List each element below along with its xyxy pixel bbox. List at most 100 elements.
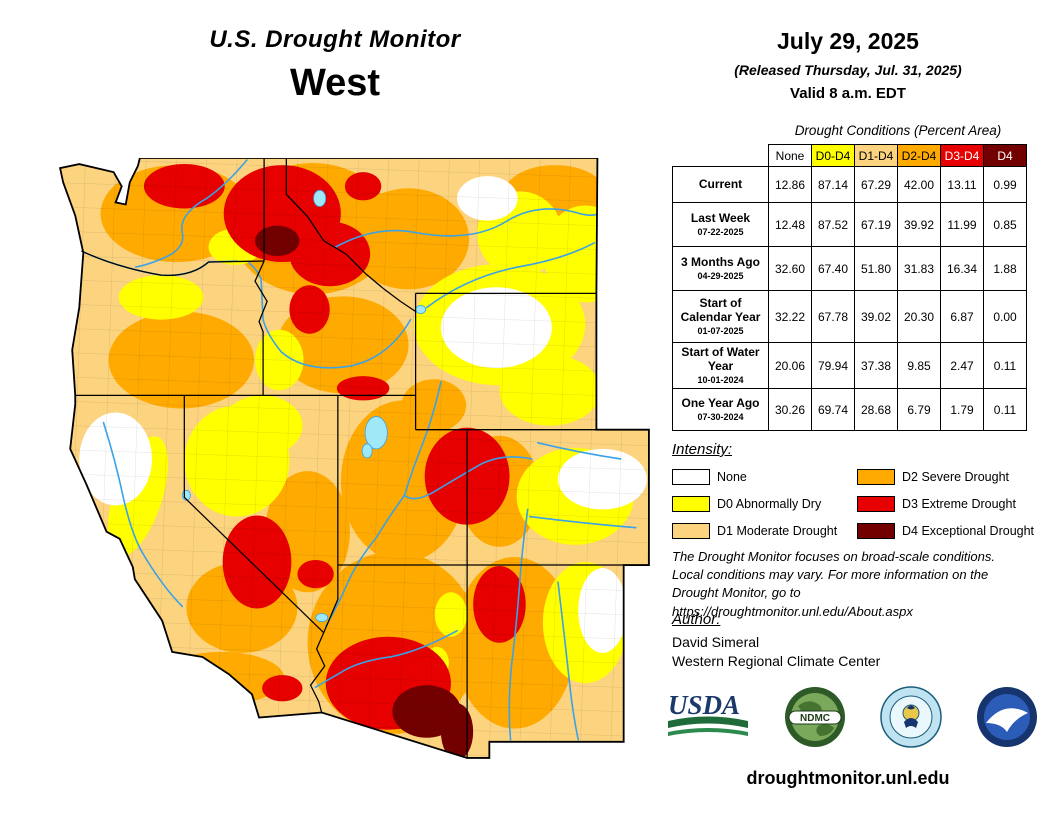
legend-item-d4: D4 Exceptional Drought xyxy=(857,517,1038,544)
table-row: Current 12.86 87.14 67.29 42.00 13.11 0.… xyxy=(672,166,1027,203)
value-cell: 87.52 xyxy=(811,202,855,247)
column-header-d2-d4: D2-D4 xyxy=(897,144,941,167)
legend-swatch-d3 xyxy=(857,495,895,512)
value-cell: 9.85 xyxy=(897,342,941,389)
value-cell: 69.74 xyxy=(811,388,855,431)
column-header-d0-d4: D0-D4 xyxy=(811,144,855,167)
value-cell: 13.11 xyxy=(940,166,984,203)
author-organization: Western Regional Climate Center xyxy=(672,653,881,669)
legend-label: D0 Abnormally Dry xyxy=(717,496,822,511)
usda-logo: USDA xyxy=(668,690,748,736)
disclaimer-text: The Drought Monitor focuses on broad-sca… xyxy=(672,549,996,619)
row-label: 3 Months Ago 04-29-2025 xyxy=(672,246,769,291)
region-title: West xyxy=(289,62,381,104)
table-row: 3 Months Ago 04-29-2025 32.60 67.40 51.80… xyxy=(672,246,1027,291)
column-header-d1-d4: D1-D4 xyxy=(854,144,898,167)
legend-label: D4 Exceptional Drought xyxy=(902,523,1035,538)
value-cell: 1.88 xyxy=(983,246,1027,291)
intensity-heading: Intensity: xyxy=(672,441,733,458)
author-heading: Author: xyxy=(672,611,721,628)
intensity-legend: None D0 Abnormally Dry D1 Moderate Droug… xyxy=(672,463,1038,544)
legend-swatch-d1 xyxy=(672,522,710,539)
value-cell: 1.79 xyxy=(940,388,984,431)
value-cell: 16.34 xyxy=(940,246,984,291)
value-cell: 30.26 xyxy=(768,388,812,431)
value-cell: 6.87 xyxy=(940,290,984,343)
table-header-row: None D0-D4 D1-D4 D2-D4 D3-D4 D4 xyxy=(673,144,1027,167)
drought-map-container xyxy=(55,157,653,764)
value-cell: 28.68 xyxy=(854,388,898,431)
value-cell: 11.99 xyxy=(940,202,984,247)
row-label: One Year Ago 07-30-2024 xyxy=(672,388,769,431)
value-cell: 87.14 xyxy=(811,166,855,203)
value-cell: 32.60 xyxy=(768,246,812,291)
value-cell: 37.38 xyxy=(854,342,898,389)
ndmc-logo-text: NDMC xyxy=(800,713,830,724)
noaa-logo xyxy=(977,687,1037,747)
value-cell: 79.94 xyxy=(811,342,855,389)
legend-item-d3: D3 Extreme Drought xyxy=(857,490,1038,517)
column-header-none: None xyxy=(768,144,812,167)
lakes xyxy=(181,189,427,622)
value-cell: 6.79 xyxy=(897,388,941,431)
table-row: Last Week 07-22-2025 12.48 87.52 67.19 39… xyxy=(672,202,1027,247)
row-label: Start of Calendar Year 01-07-2025 xyxy=(672,290,769,343)
value-cell: 20.30 xyxy=(897,290,941,343)
county-lines-texture xyxy=(60,158,649,758)
drought-map-west xyxy=(59,157,650,759)
value-cell: 0.99 xyxy=(983,166,1027,203)
value-cell: 0.00 xyxy=(983,290,1027,343)
table-title: Drought Conditions (Percent Area) xyxy=(794,123,1002,138)
value-cell: 31.83 xyxy=(897,246,941,291)
released-date: (Released Thursday, Jul. 31, 2025) xyxy=(734,62,962,78)
usda-logo-text: USDA xyxy=(668,690,740,720)
row-label: Start of Water Year 10-01-2024 xyxy=(672,342,769,389)
legend-label: None xyxy=(717,469,747,484)
legend-label: D3 Extreme Drought xyxy=(902,496,1016,511)
ndmc-logo: NDMC xyxy=(785,687,845,747)
report-date: July 29, 2025 xyxy=(777,28,919,54)
valid-time: Valid 8 a.m. EDT xyxy=(790,85,906,102)
legend-swatch-none xyxy=(672,468,710,485)
legend-swatch-d0 xyxy=(672,495,710,512)
table-header-blank xyxy=(673,145,769,167)
value-cell: 0.85 xyxy=(983,202,1027,247)
value-cell: 42.00 xyxy=(897,166,941,203)
page-title: U.S. Drought Monitor xyxy=(209,26,461,53)
value-cell: 32.22 xyxy=(768,290,812,343)
table-row: One Year Ago 07-30-2024 30.26 69.74 28.68… xyxy=(672,388,1027,431)
legend-item-d1: D1 Moderate Drought xyxy=(672,517,853,544)
author-name: David Simeral xyxy=(672,634,760,650)
legend-item-none: None xyxy=(672,463,853,490)
legend-item-d0: D0 Abnormally Dry xyxy=(672,490,853,517)
table-row: Start of Water Year 10-01-2024 20.06 79.9… xyxy=(672,342,1027,389)
legend-label: D2 Severe Drought xyxy=(902,469,1010,484)
droughtmonitor-url-link[interactable]: droughtmonitor.unl.edu xyxy=(746,768,950,788)
value-cell: 67.19 xyxy=(854,202,898,247)
value-cell: 67.29 xyxy=(854,166,898,203)
value-cell: 20.06 xyxy=(768,342,812,389)
value-cell: 0.11 xyxy=(983,388,1027,431)
column-header-d4: D4 xyxy=(983,144,1027,167)
row-label: Last Week 07-22-2025 xyxy=(672,202,769,247)
value-cell: 0.11 xyxy=(983,342,1027,389)
legend-swatch-d4 xyxy=(857,522,895,539)
value-cell: 12.86 xyxy=(768,166,812,203)
usda-swoosh xyxy=(668,716,748,728)
column-header-d3-d4: D3-D4 xyxy=(940,144,984,167)
legend-swatch-d2 xyxy=(857,468,895,485)
value-cell: 2.47 xyxy=(940,342,984,389)
region-outline xyxy=(59,157,650,759)
agency-logos: USDA NDMC xyxy=(666,686,1038,748)
value-cell: 12.48 xyxy=(768,202,812,247)
row-label: Current xyxy=(672,166,769,203)
value-cell: 67.40 xyxy=(811,246,855,291)
table-row: Start of Calendar Year 01-07-2025 32.22 6… xyxy=(672,290,1027,343)
state-borders xyxy=(75,158,649,758)
value-cell: 39.92 xyxy=(897,202,941,247)
value-cell: 51.80 xyxy=(854,246,898,291)
legend-item-d2: D2 Severe Drought xyxy=(857,463,1038,490)
drought-conditions-table: None D0-D4 D1-D4 D2-D4 D3-D4 D4 Current … xyxy=(672,144,1027,431)
value-cell: 67.78 xyxy=(811,290,855,343)
